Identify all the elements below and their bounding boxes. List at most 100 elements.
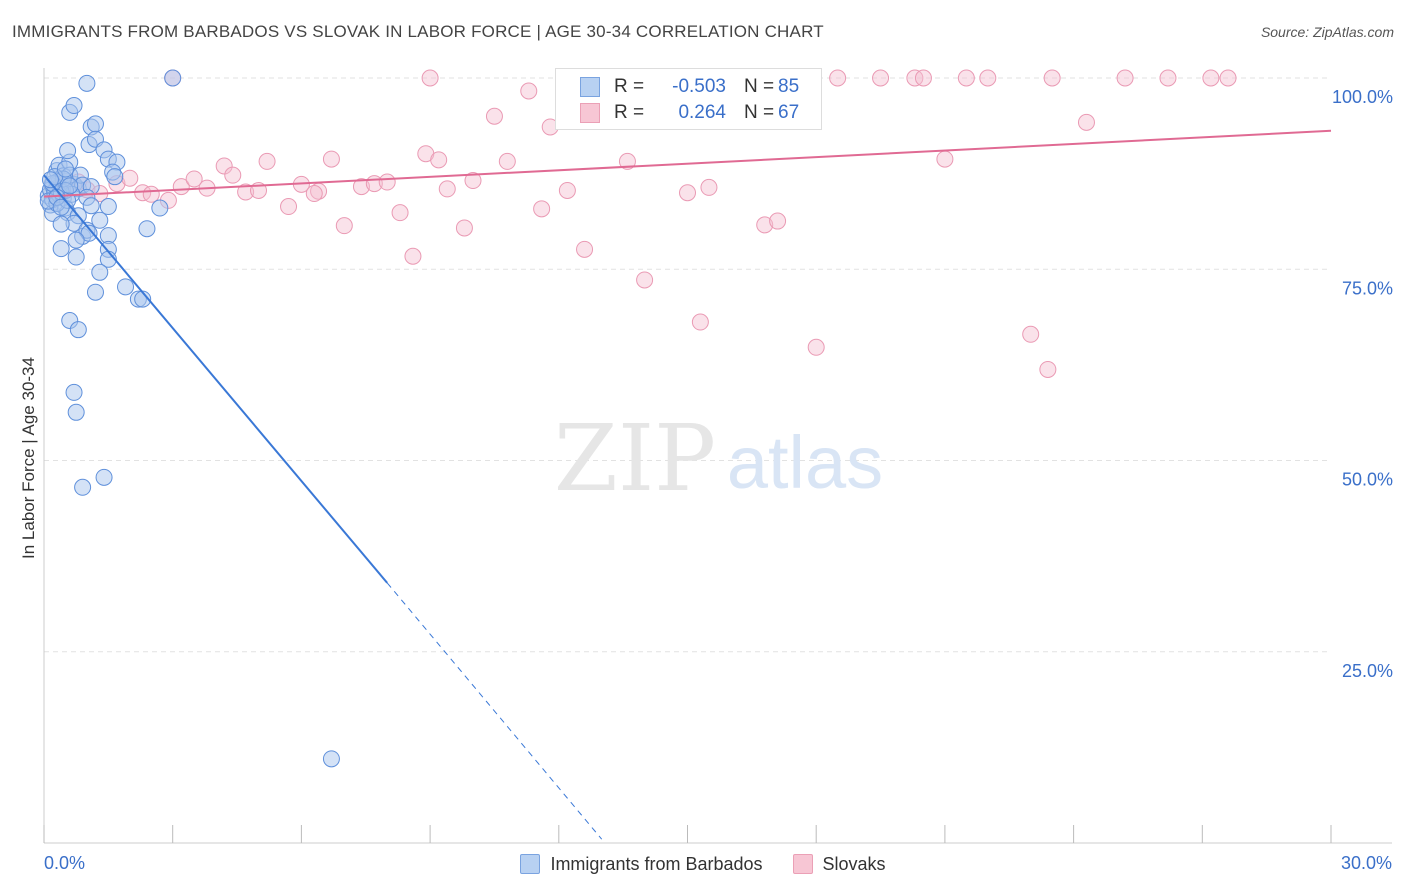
r-value: -0.503 <box>672 76 726 97</box>
slovaks-point <box>1043 69 1061 87</box>
y-tick-label: 50.0% <box>1342 470 1393 490</box>
axis-labels: 0.0% 30.0% 25.0% 50.0% 75.0% 100.0% <box>44 87 1393 873</box>
barbados-point <box>67 403 85 421</box>
slovaks-point <box>558 181 576 199</box>
slovaks-point <box>237 183 255 201</box>
barbados-point <box>151 199 169 217</box>
y-tick-label: 100.0% <box>1332 87 1393 107</box>
slovaks-point <box>906 69 924 87</box>
barbados-point <box>138 220 156 238</box>
barbados-point <box>91 211 109 229</box>
slovaks-point <box>807 338 825 356</box>
barbados-point <box>86 283 104 301</box>
slovaks-point <box>769 212 787 230</box>
legend-swatch-blue <box>520 854 541 874</box>
watermark-atlas: atlas <box>727 421 883 504</box>
slovaks-trend-line <box>43 129 1332 198</box>
barbados-point <box>106 168 124 186</box>
slovaks-point <box>430 151 448 169</box>
slovaks-point <box>829 69 847 87</box>
slovaks-point <box>1159 69 1177 87</box>
slovaks-point <box>618 152 636 170</box>
n-value: 85 <box>778 76 800 97</box>
slovaks-point <box>756 216 774 234</box>
barbados-trend-extension <box>386 582 603 840</box>
slovaks-point <box>914 69 932 87</box>
slovaks-point <box>700 178 718 196</box>
slovaks-point <box>979 69 997 87</box>
stats-legend: R = -0.503 N = 85 R = 0.264 N = 67 <box>555 68 822 130</box>
slovaks-point <box>485 107 503 125</box>
slovaks-point <box>352 178 370 196</box>
slovaks-point <box>391 204 409 222</box>
barbados-point <box>67 231 85 249</box>
slovaks-point <box>455 219 473 237</box>
slovaks-point <box>224 166 242 184</box>
barbados-point <box>65 383 83 401</box>
slovaks-point <box>322 150 340 168</box>
legend-item-barbados[interactable]: Immigrants from Barbados <box>520 852 763 876</box>
y-axis-label: In Labor Force | Age 30-34 <box>19 357 38 559</box>
slovaks-point <box>280 198 298 216</box>
y-tick-label: 75.0% <box>1342 278 1393 298</box>
slovaks-point <box>1077 113 1095 131</box>
chart-source: Source: ZipAtlas.com <box>1260 24 1394 40</box>
slovaks-point <box>258 152 276 170</box>
slovaks-point <box>185 170 203 188</box>
barbados-trend-line <box>43 174 388 584</box>
barbados-point <box>52 215 70 233</box>
n-label: N = <box>744 76 775 97</box>
watermark: ZIP atlas <box>554 405 883 512</box>
legend-swatch-pink <box>792 854 813 874</box>
barbados-point <box>74 478 92 496</box>
r-value: 0.264 <box>678 102 726 123</box>
slovaks-point <box>520 82 538 100</box>
barbados-point <box>67 248 85 266</box>
y-tick-label: 25.0% <box>1342 661 1393 681</box>
x-tick-label: 30.0% <box>1341 853 1392 873</box>
slovaks-point <box>1202 69 1220 87</box>
slovaks-point <box>335 217 353 235</box>
barbados-point <box>82 197 100 215</box>
barbados-points <box>39 69 340 768</box>
legend-label: Slovaks <box>822 853 886 874</box>
slovaks-point <box>936 150 954 168</box>
slovaks-point <box>305 185 323 203</box>
trend-lines <box>43 129 1332 840</box>
n-value: 67 <box>778 102 800 123</box>
slovaks-point <box>1219 69 1237 87</box>
slovaks-point <box>498 152 516 170</box>
slovaks-point <box>691 313 709 331</box>
barbados-point <box>65 97 83 115</box>
series-legend: Immigrants from Barbados Slovaks <box>0 852 1406 876</box>
barbados-point <box>117 278 135 296</box>
barbados-point <box>78 74 96 92</box>
slovaks-point <box>1116 69 1134 87</box>
barbados-point <box>164 69 182 87</box>
r-label: R = <box>614 76 645 97</box>
slovaks-point <box>142 185 160 203</box>
stats-row-pink: R = 0.264 N = 67 <box>580 100 799 126</box>
slovaks-point <box>215 157 233 175</box>
watermark-zip: ZIP <box>554 405 716 512</box>
legend-label: Immigrants from Barbados <box>550 853 763 874</box>
slovaks-point <box>576 240 594 258</box>
slovaks-point <box>872 69 890 87</box>
barbados-point <box>52 240 70 258</box>
barbados-point <box>61 177 79 195</box>
slovaks-point <box>421 69 439 87</box>
pink-swatch <box>580 103 600 123</box>
slovaks-point <box>957 69 975 87</box>
slovaks-point <box>679 184 696 202</box>
slovaks-point <box>378 173 396 191</box>
slovaks-point <box>464 172 482 190</box>
blue-swatch <box>580 77 600 97</box>
barbados-point <box>91 263 109 281</box>
slovaks-point <box>121 169 139 187</box>
barbados-point <box>86 115 104 133</box>
slovaks-point <box>533 200 551 218</box>
stats-row-blue: R = -0.503 N = 85 <box>580 74 799 100</box>
legend-item-slovaks[interactable]: Slovaks <box>792 852 886 876</box>
barbados-point <box>56 160 74 178</box>
barbados-point <box>69 321 87 339</box>
